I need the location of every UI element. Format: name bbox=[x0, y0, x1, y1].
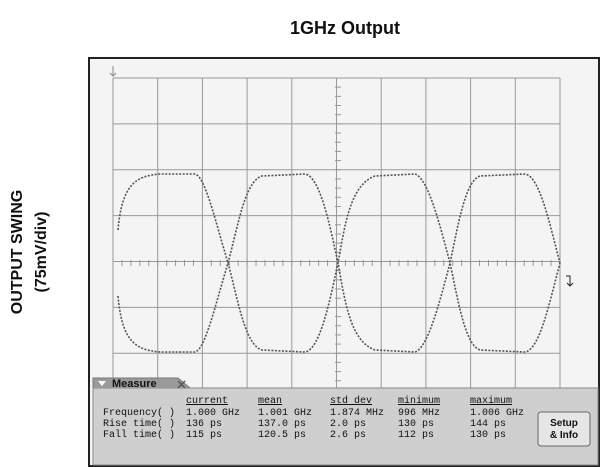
cell: 1.001 GHz bbox=[258, 408, 312, 419]
row-label: Frequency( ) bbox=[103, 407, 175, 419]
cell: 120.5 ps bbox=[258, 430, 306, 441]
cell: 996 MHz bbox=[398, 408, 440, 419]
cell: 1.000 GHz bbox=[186, 408, 240, 419]
column-header: minimum bbox=[398, 395, 440, 407]
cell: 130 ps bbox=[398, 419, 434, 430]
button-label[interactable]: & Info bbox=[550, 430, 578, 441]
cell: 2.0 ps bbox=[330, 419, 366, 430]
cell: 1.006 GHz bbox=[470, 408, 524, 419]
column-header: std dev bbox=[330, 395, 372, 407]
measure-tab-label[interactable]: Measure bbox=[112, 378, 157, 390]
button-label[interactable]: Setup bbox=[550, 418, 578, 429]
cell: 1.874 MHz bbox=[330, 408, 384, 419]
y-axis-label: (75mV/div) bbox=[33, 212, 50, 293]
column-header: maximum bbox=[470, 395, 512, 407]
cell: 112 ps bbox=[398, 430, 434, 441]
y-axis-label: OUTPUT SWING bbox=[9, 190, 26, 314]
column-header: mean bbox=[258, 396, 282, 407]
cell: 2.6 ps bbox=[330, 430, 366, 441]
cell: 137.0 ps bbox=[258, 419, 306, 430]
screenshot: 1GHz Output OUTPUT SWING (75mV/div) Meas… bbox=[0, 0, 600, 467]
cell: 136 ps bbox=[186, 419, 222, 430]
cell: 144 ps bbox=[470, 419, 506, 430]
row-label: Fall time( ) bbox=[103, 429, 175, 441]
column-header: current bbox=[186, 396, 228, 407]
cell: 115 ps bbox=[186, 430, 222, 441]
title: 1GHz Output bbox=[290, 18, 400, 38]
row-label: Rise time( ) bbox=[103, 418, 175, 430]
cell: 130 ps bbox=[470, 430, 506, 441]
